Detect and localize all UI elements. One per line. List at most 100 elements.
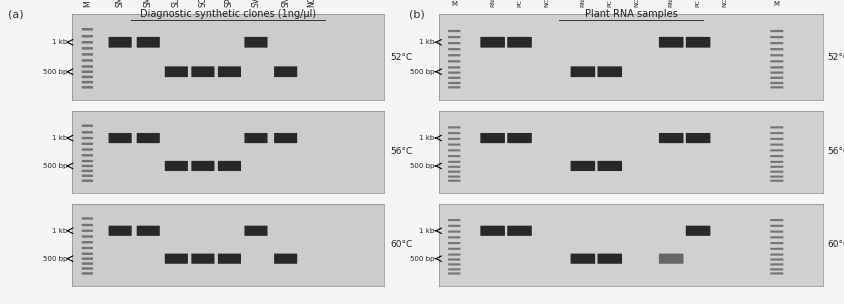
FancyBboxPatch shape (137, 226, 160, 236)
FancyBboxPatch shape (448, 171, 460, 173)
FancyBboxPatch shape (571, 161, 595, 171)
FancyBboxPatch shape (771, 143, 783, 146)
Text: M: M (452, 1, 457, 7)
FancyBboxPatch shape (218, 254, 241, 264)
Text: 500 bp: 500 bp (410, 256, 435, 262)
Text: NC: NC (544, 0, 549, 7)
FancyBboxPatch shape (448, 248, 460, 250)
FancyBboxPatch shape (659, 133, 684, 143)
FancyBboxPatch shape (771, 86, 783, 88)
Text: SCV: SCV (198, 0, 208, 7)
FancyBboxPatch shape (448, 77, 460, 79)
FancyBboxPatch shape (448, 219, 460, 221)
FancyBboxPatch shape (771, 82, 783, 84)
FancyBboxPatch shape (82, 125, 93, 127)
Text: SPaV: SPaV (225, 0, 234, 7)
FancyBboxPatch shape (448, 225, 460, 227)
Text: SNSV: SNSV (281, 0, 290, 7)
FancyBboxPatch shape (448, 42, 460, 44)
FancyBboxPatch shape (82, 81, 93, 83)
Text: 500 bp: 500 bp (43, 256, 68, 262)
FancyBboxPatch shape (82, 253, 93, 255)
FancyBboxPatch shape (82, 131, 93, 133)
FancyBboxPatch shape (448, 175, 460, 178)
FancyBboxPatch shape (771, 180, 783, 182)
FancyBboxPatch shape (771, 30, 783, 32)
FancyBboxPatch shape (448, 48, 460, 50)
FancyBboxPatch shape (82, 86, 93, 88)
Text: 52°C: 52°C (391, 53, 413, 61)
FancyBboxPatch shape (771, 36, 783, 38)
FancyBboxPatch shape (771, 258, 783, 261)
FancyBboxPatch shape (82, 35, 93, 37)
FancyBboxPatch shape (771, 272, 783, 275)
FancyBboxPatch shape (82, 257, 93, 260)
FancyBboxPatch shape (448, 143, 460, 146)
FancyBboxPatch shape (771, 230, 783, 233)
FancyBboxPatch shape (82, 137, 93, 139)
FancyBboxPatch shape (165, 66, 188, 77)
FancyBboxPatch shape (480, 133, 505, 143)
Text: M: M (774, 1, 780, 7)
FancyBboxPatch shape (686, 133, 711, 143)
Text: NC: NC (308, 0, 316, 7)
FancyBboxPatch shape (507, 226, 532, 236)
FancyBboxPatch shape (448, 36, 460, 38)
Text: RNA: RNA (668, 0, 674, 7)
FancyBboxPatch shape (82, 76, 93, 78)
FancyBboxPatch shape (771, 263, 783, 265)
FancyBboxPatch shape (448, 54, 460, 57)
FancyBboxPatch shape (82, 217, 93, 220)
FancyBboxPatch shape (82, 59, 93, 62)
FancyBboxPatch shape (82, 165, 93, 167)
FancyBboxPatch shape (82, 180, 93, 182)
Text: NC: NC (634, 0, 639, 7)
FancyBboxPatch shape (109, 226, 132, 236)
Text: SMYEV: SMYEV (116, 0, 125, 7)
FancyBboxPatch shape (82, 71, 93, 73)
FancyBboxPatch shape (659, 37, 684, 48)
FancyBboxPatch shape (245, 133, 268, 143)
FancyBboxPatch shape (771, 225, 783, 227)
FancyBboxPatch shape (771, 242, 783, 244)
FancyBboxPatch shape (448, 166, 460, 168)
FancyBboxPatch shape (82, 148, 93, 151)
FancyBboxPatch shape (771, 175, 783, 178)
FancyBboxPatch shape (480, 226, 505, 236)
FancyBboxPatch shape (82, 65, 93, 68)
Text: 1 kb: 1 kb (52, 135, 68, 141)
FancyBboxPatch shape (192, 254, 214, 264)
FancyBboxPatch shape (82, 47, 93, 50)
FancyBboxPatch shape (82, 160, 93, 162)
FancyBboxPatch shape (82, 241, 93, 244)
FancyBboxPatch shape (771, 60, 783, 62)
FancyBboxPatch shape (82, 41, 93, 43)
Text: NC: NC (722, 0, 728, 7)
FancyBboxPatch shape (771, 219, 783, 221)
FancyBboxPatch shape (109, 133, 132, 143)
FancyBboxPatch shape (598, 254, 622, 264)
FancyBboxPatch shape (507, 133, 532, 143)
FancyBboxPatch shape (165, 254, 188, 264)
Text: RNA: RNA (490, 0, 495, 7)
FancyBboxPatch shape (771, 138, 783, 140)
FancyBboxPatch shape (771, 248, 783, 250)
Text: PC: PC (517, 0, 522, 7)
Text: SVBV: SVBV (252, 0, 261, 7)
Text: 60°C: 60°C (827, 240, 844, 249)
Text: Plant RNA samples: Plant RNA samples (585, 9, 677, 19)
FancyBboxPatch shape (659, 254, 684, 264)
Text: PC: PC (608, 0, 612, 7)
FancyBboxPatch shape (82, 154, 93, 157)
Text: 56°C: 56°C (391, 147, 413, 157)
FancyBboxPatch shape (571, 254, 595, 264)
Text: 1 kb: 1 kb (419, 135, 435, 141)
FancyBboxPatch shape (448, 242, 460, 244)
Text: 500 bp: 500 bp (43, 163, 68, 169)
FancyBboxPatch shape (448, 71, 460, 74)
FancyBboxPatch shape (771, 77, 783, 79)
FancyBboxPatch shape (82, 267, 93, 270)
FancyBboxPatch shape (448, 230, 460, 233)
Text: (b): (b) (409, 9, 425, 19)
FancyBboxPatch shape (448, 126, 460, 129)
